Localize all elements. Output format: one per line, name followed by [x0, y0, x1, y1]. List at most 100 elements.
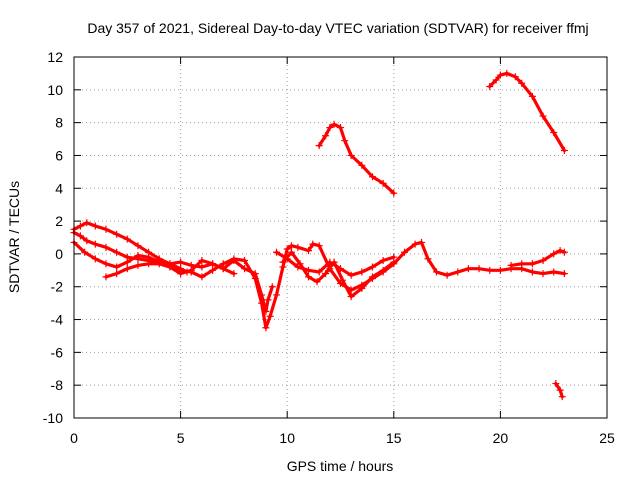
data-point: [539, 112, 547, 120]
x-tick-labels: 0 5 10 15 20 25: [70, 430, 615, 446]
data-point: [91, 222, 99, 230]
x-tick-label: 5: [177, 430, 185, 446]
data-point: [230, 255, 238, 263]
data-point: [475, 265, 483, 273]
data-point: [123, 265, 131, 273]
data-point: [273, 248, 281, 256]
x-tick-label: 0: [70, 430, 78, 446]
data-point: [322, 270, 330, 278]
data-point: [102, 273, 110, 281]
y-tick-label: -6: [51, 344, 64, 360]
data-point: [560, 147, 568, 155]
axis-ticks: [73, 56, 608, 419]
data-point: [411, 240, 419, 248]
data-point: [518, 260, 526, 268]
data-point: [518, 79, 526, 87]
data-series: [70, 69, 568, 401]
data-point: [330, 258, 338, 266]
x-tick-label: 15: [386, 430, 402, 446]
data-point: [91, 240, 99, 248]
data-point: [379, 266, 387, 274]
data-point: [113, 270, 121, 278]
data-point: [113, 248, 121, 256]
data-point: [496, 266, 504, 274]
data-point: [556, 247, 564, 255]
data-point: [368, 263, 376, 271]
y-tick-label: 4: [55, 180, 63, 196]
data-point: [241, 256, 249, 264]
data-point: [102, 225, 110, 233]
data-point: [560, 248, 568, 256]
y-tick-labels: -10 -8 -6 -4 -2 0 2 4 6 8 10 12: [43, 49, 63, 426]
data-point: [528, 260, 536, 268]
data-point: [528, 268, 536, 276]
data-point: [550, 250, 558, 258]
data-point: [390, 258, 398, 266]
data-point: [424, 255, 432, 263]
data-point: [209, 260, 217, 268]
data-point: [358, 161, 366, 169]
data-point: [315, 142, 323, 150]
data-point: [279, 258, 287, 266]
data-point: [81, 248, 89, 256]
data-point: [326, 124, 334, 132]
data-point: [134, 252, 142, 260]
data-point: [134, 242, 142, 250]
data-point: [198, 263, 206, 271]
series-line: [72, 231, 274, 313]
y-tick-label: -4: [51, 312, 64, 328]
data-point: [230, 270, 238, 278]
data-point: [486, 266, 494, 274]
data-point: [347, 293, 355, 301]
data-point: [102, 243, 110, 251]
y-tick-label: 12: [47, 49, 63, 65]
data-point: [166, 263, 174, 271]
data-point: [262, 324, 270, 332]
data-point: [145, 253, 153, 261]
data-point: [305, 266, 313, 274]
data-point: [339, 276, 347, 284]
data-point: [258, 299, 266, 307]
data-point: [177, 258, 185, 266]
series-line: [488, 71, 567, 153]
data-point: [305, 273, 313, 281]
data-point: [241, 265, 249, 273]
data-point: [76, 222, 84, 230]
y-tick-label: 0: [55, 246, 63, 262]
y-tick-label: 10: [47, 82, 63, 98]
data-point: [305, 247, 313, 255]
data-point: [337, 124, 344, 132]
series-6: [279, 248, 398, 301]
data-point: [134, 261, 142, 269]
data-point: [560, 270, 568, 278]
series-line: [72, 240, 567, 330]
data-point: [296, 260, 304, 268]
data-point: [313, 278, 321, 286]
chart-title: Day 357 of 2021, Sidereal Day-to-day VTE…: [87, 20, 588, 36]
data-point: [187, 266, 195, 274]
data-point: [550, 268, 558, 276]
data-point: [507, 261, 515, 269]
data-point: [315, 242, 323, 250]
data-point: [102, 260, 110, 268]
y-tick-label: 8: [55, 115, 63, 131]
series-3: [70, 238, 568, 332]
data-point: [219, 265, 227, 273]
data-point: [368, 173, 376, 181]
data-point: [155, 260, 163, 268]
data-point: [123, 258, 131, 266]
y-tick-label: -8: [51, 377, 64, 393]
data-point: [358, 284, 366, 292]
data-point: [309, 240, 317, 248]
data-point: [432, 268, 440, 276]
data-point: [443, 271, 451, 279]
data-point: [556, 386, 564, 394]
data-point: [503, 69, 511, 77]
data-point: [91, 255, 99, 263]
y-tick-label: 6: [55, 147, 63, 163]
series-7: [507, 247, 568, 269]
data-point: [113, 230, 121, 238]
data-point: [550, 128, 558, 136]
data-point: [283, 245, 291, 253]
data-point: [287, 242, 295, 250]
